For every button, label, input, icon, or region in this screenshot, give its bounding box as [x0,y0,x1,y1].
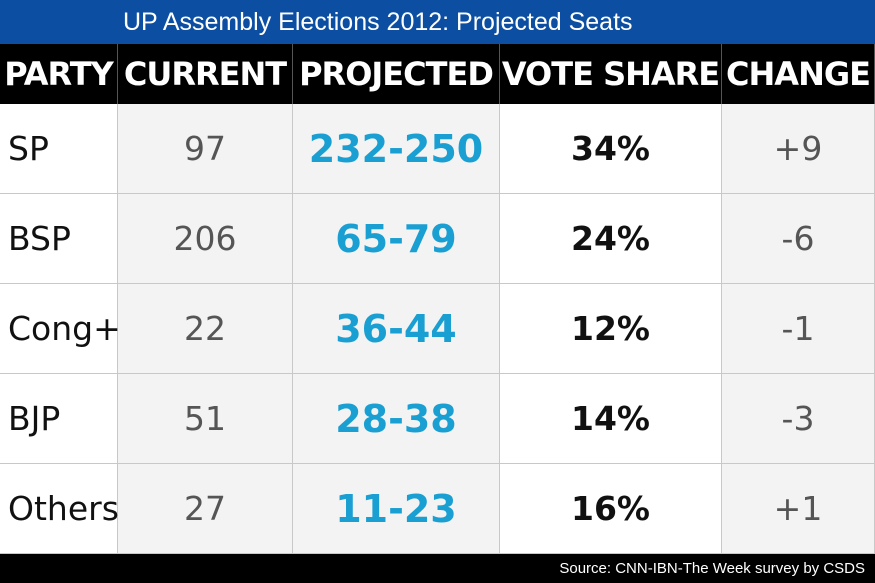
vote-share-cell: 16% [500,464,722,554]
current-cell: 22 [118,284,293,374]
projected-cell: 36-44 [293,284,500,374]
change-cell: -6 [722,194,875,284]
change-cell: -1 [722,284,875,374]
column-header: PARTY [0,44,118,104]
current-cell: 206 [118,194,293,284]
vote-share-cell: 14% [500,374,722,464]
change-cell: +1 [722,464,875,554]
vote-share-cell: 12% [500,284,722,374]
party-cell: BJP [0,374,118,464]
column-header: CURRENT [118,44,293,104]
current-cell: 51 [118,374,293,464]
current-cell: 97 [118,104,293,194]
party-cell: BSP [0,194,118,284]
current-cell: 27 [118,464,293,554]
change-cell: -3 [722,374,875,464]
source: Source: CNN-IBN-The Week survey by CSDS [0,554,875,583]
projected-cell: 65-79 [293,194,500,284]
title: UP Assembly Elections 2012: Projected Se… [0,0,875,44]
column-header: PROJECTED [293,44,500,104]
projected-cell: 28-38 [293,374,500,464]
projected-cell: 232-250 [293,104,500,194]
column-header: VOTE SHARE [500,44,722,104]
party-cell: Cong+ [0,284,121,374]
party-cell: SP [0,104,118,194]
vote-share-cell: 34% [500,104,722,194]
projected-cell: 11-23 [293,464,500,554]
change-cell: +9 [722,104,875,194]
vote-share-cell: 24% [500,194,722,284]
column-header: CHANGE [722,44,875,104]
party-cell: Others [0,464,119,554]
